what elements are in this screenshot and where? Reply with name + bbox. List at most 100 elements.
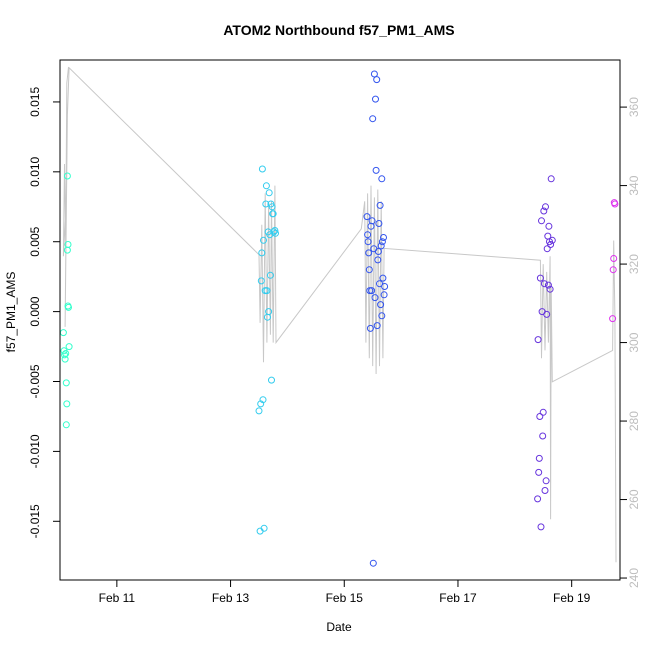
- data-point: [537, 523, 545, 531]
- series-group: [255, 165, 279, 535]
- data-point: [62, 421, 70, 429]
- data-point: [62, 379, 70, 387]
- data-point: [380, 291, 388, 299]
- x-tick-label: Feb 19: [553, 591, 591, 605]
- data-point: [609, 315, 617, 323]
- data-point: [63, 172, 71, 180]
- data-point: [380, 234, 387, 241]
- data-point: [547, 241, 555, 248]
- y2-tick-label: 260: [627, 489, 641, 509]
- x-tick-label: Feb 15: [326, 591, 364, 605]
- data-point: [258, 165, 266, 173]
- data-point: [375, 220, 383, 227]
- data-point: [257, 277, 265, 285]
- y-tick-label: -0.005: [28, 364, 42, 398]
- data-point: [271, 227, 279, 234]
- y-tick-label: 0.010: [28, 156, 42, 186]
- data-point: [539, 432, 547, 440]
- data-point: [377, 242, 385, 250]
- data-point: [542, 203, 549, 211]
- data-point: [540, 207, 548, 215]
- y-axis-right: 240 260 280 300 320 340 360: [620, 97, 641, 588]
- data-point: [372, 95, 379, 103]
- data-point: [610, 255, 618, 262]
- data-point: [543, 310, 551, 318]
- heading-series-line: [62, 66, 617, 563]
- data-point: [371, 294, 379, 302]
- data-point: [378, 312, 386, 320]
- data-point: [260, 236, 267, 244]
- data-point: [272, 229, 279, 237]
- data-point: [540, 280, 548, 288]
- data-point: [378, 238, 386, 246]
- data-point: [534, 495, 542, 503]
- data-point: [64, 241, 72, 248]
- data-point: [536, 274, 544, 282]
- data-point: [536, 413, 544, 420]
- data-point: [65, 343, 73, 351]
- data-point: [364, 238, 372, 246]
- x-tick-label: Feb 11: [99, 591, 136, 605]
- y2-tick-label: 320: [627, 254, 641, 274]
- data-point: [376, 201, 384, 209]
- data-point: [263, 287, 271, 295]
- data-point: [62, 350, 70, 357]
- data-points-layer: [59, 70, 619, 567]
- data-point: [544, 281, 552, 289]
- data-point: [374, 256, 382, 264]
- data-point: [372, 166, 380, 174]
- data-point: [368, 287, 376, 295]
- data-point: [609, 266, 617, 274]
- y-tick-label: -0.010: [28, 434, 42, 468]
- data-point: [260, 524, 268, 532]
- data-point: [538, 217, 545, 225]
- y2-tick-label: 340: [627, 175, 641, 195]
- data-point: [547, 175, 555, 183]
- y-tick-label: -0.015: [28, 504, 42, 538]
- y2-tick-label: 240: [627, 568, 641, 588]
- data-point: [255, 407, 263, 415]
- data-point: [611, 200, 619, 208]
- data-point: [257, 400, 265, 408]
- data-point: [265, 189, 273, 197]
- x-axis-label: Date: [326, 620, 352, 634]
- data-point: [548, 236, 556, 244]
- y2-tick-label: 360: [627, 97, 641, 117]
- data-point: [258, 249, 266, 257]
- data-point: [265, 308, 273, 316]
- x-axis: Feb 11 Feb 13 Feb 15 Feb 17 Feb 19: [99, 579, 591, 605]
- data-point: [381, 283, 389, 290]
- heading-line-layer: [62, 66, 617, 563]
- data-point: [535, 454, 543, 462]
- y-tick-label: 0.015: [28, 87, 42, 117]
- data-point: [268, 376, 275, 384]
- x-tick-label: Feb 13: [212, 591, 250, 605]
- y-tick-label: 0.000: [28, 296, 42, 326]
- data-point: [65, 303, 72, 311]
- series-group: [534, 175, 556, 531]
- data-point: [366, 324, 374, 332]
- x-tick-label: Feb 17: [439, 591, 477, 605]
- data-point: [539, 408, 547, 416]
- data-point: [268, 203, 276, 211]
- data-point: [369, 115, 377, 123]
- data-point: [541, 487, 549, 494]
- data-point: [545, 222, 553, 230]
- data-point: [542, 477, 550, 485]
- data-point: [373, 322, 381, 330]
- data-point: [363, 213, 371, 221]
- data-point: [543, 245, 551, 253]
- data-point: [369, 559, 377, 567]
- data-point: [270, 228, 278, 236]
- data-point: [535, 468, 543, 476]
- data-point: [61, 351, 68, 359]
- data-point: [374, 248, 382, 255]
- data-point: [378, 175, 386, 183]
- y-axis-left: -0.015 -0.010 -0.005 0.000 0.005 0.010 0.015: [28, 87, 60, 538]
- data-point: [262, 182, 270, 190]
- y2-tick-label: 280: [627, 411, 641, 431]
- data-point: [266, 271, 274, 279]
- data-point: [364, 231, 372, 239]
- chart-title: ATOM2 Northbound f57_PM1_AMS: [223, 22, 454, 38]
